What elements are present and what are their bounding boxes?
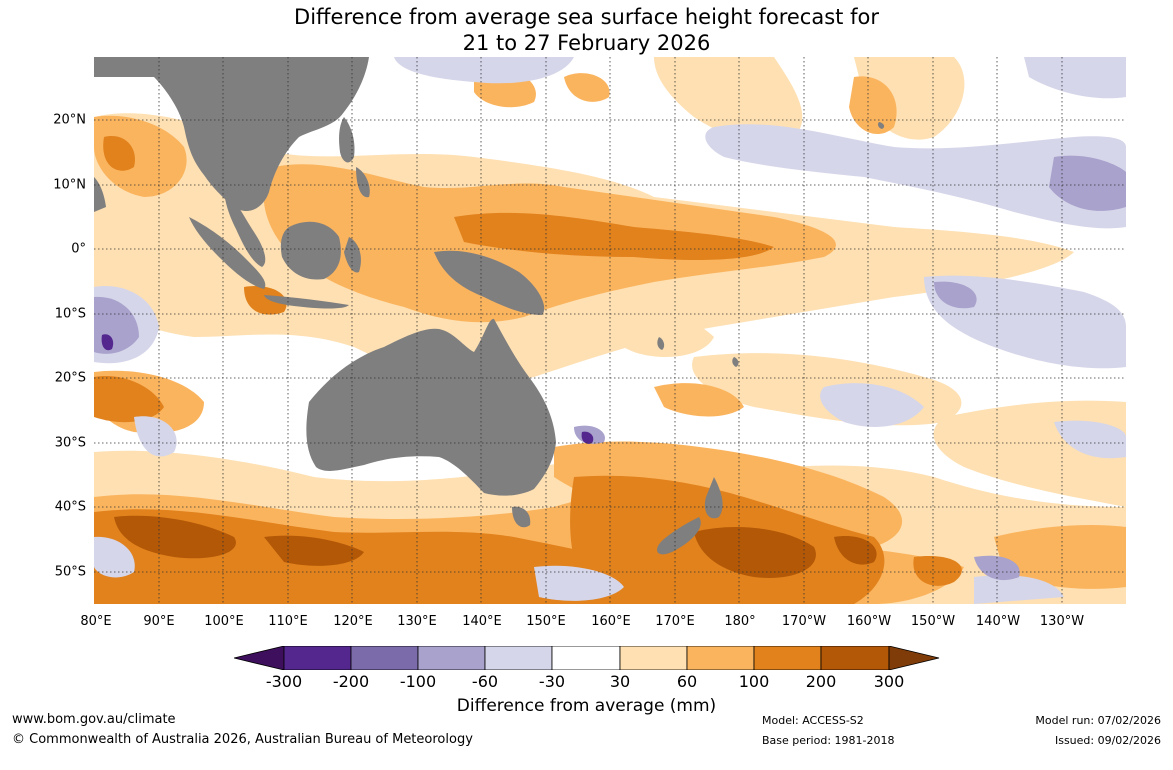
lon-label-170w: 170°W: [781, 614, 827, 629]
map-title: Difference from average sea surface heig…: [0, 4, 1173, 56]
lat-label-30s: 30°S: [54, 435, 86, 451]
lat-label-50s: 50°S: [54, 564, 86, 580]
model-name: Model: ACCESS-S2: [762, 714, 864, 727]
legend-tick: 30: [609, 672, 631, 691]
legend-label: Difference from average (mm): [456, 696, 717, 716]
lon-label-110e: 110°E: [268, 614, 308, 629]
lon-label-180: 180°: [724, 614, 756, 629]
lat-label-10s: 10°S: [54, 306, 86, 322]
lat-label-10n: 10°N: [53, 177, 86, 193]
copyright-text: © Commonwealth of Australia 2026, Austra…: [12, 732, 473, 747]
map-canvas: [94, 57, 1126, 604]
lon-label-130e: 130°E: [397, 614, 437, 629]
lat-label-20n: 20°N: [53, 112, 86, 128]
lon-label-80e: 80°E: [80, 614, 112, 629]
legend-tick: 100: [738, 672, 770, 691]
legend-swatch: [283, 646, 352, 670]
lon-label-130w: 130°W: [1039, 614, 1085, 629]
legend-swatch: [753, 646, 822, 670]
lon-label-100e: 100°E: [204, 614, 244, 629]
legend-tick: -60: [471, 672, 499, 691]
anomaly-minus200-areas: [101, 334, 594, 444]
legend-swatch: [820, 646, 890, 670]
model-run-date: Model run: 07/02/2026: [1035, 714, 1161, 727]
legend-tick: 200: [805, 672, 837, 691]
legend-swatch: [551, 646, 621, 670]
lon-label-140w: 140°W: [975, 614, 1021, 629]
legend-tick: -300: [265, 672, 303, 691]
base-period: Base period: 1981-2018: [762, 734, 895, 747]
lon-label-150w: 150°W: [910, 614, 956, 629]
legend-tick: 300: [873, 672, 905, 691]
legend-swatch: [686, 646, 755, 670]
legend-swatch: [484, 646, 553, 670]
lat-label-20s: 20°S: [54, 370, 86, 386]
issued-date: Issued: 09/02/2026: [1054, 734, 1161, 747]
legend-tick: -100: [399, 672, 437, 691]
legend-tick: -200: [332, 672, 370, 691]
land: [94, 57, 885, 555]
graticule: [94, 57, 1126, 604]
lon-label-140e: 140°E: [462, 614, 502, 629]
anomaly-200-300-areas: [114, 515, 877, 578]
lat-label-40s: 40°S: [54, 499, 86, 515]
bom-url-link[interactable]: www.bom.gov.au/climate: [12, 712, 176, 727]
legend-swatch: [350, 646, 419, 670]
legend-arrow-below: [234, 646, 285, 670]
legend-swatch: [417, 646, 486, 670]
legend-colorbar: [234, 646, 940, 670]
map-title-line1: Difference from average sea surface heig…: [294, 5, 879, 29]
legend-tick: -30: [538, 672, 566, 691]
legend-swatch: [619, 646, 688, 670]
lon-label-90e: 90°E: [143, 614, 175, 629]
lon-label-160e: 160°E: [591, 614, 631, 629]
legend-tick: 60: [676, 672, 698, 691]
legend-arrow-above: [888, 646, 940, 670]
map-area: [94, 57, 1126, 604]
lon-label-170e: 170°E: [655, 614, 695, 629]
map-title-line2: 21 to 27 February 2026: [462, 31, 711, 55]
lat-label-equator: 0°: [71, 241, 86, 257]
lon-label-120e: 120°E: [333, 614, 373, 629]
lon-label-160w: 160°W: [846, 614, 892, 629]
lon-label-150e: 150°E: [526, 614, 566, 629]
